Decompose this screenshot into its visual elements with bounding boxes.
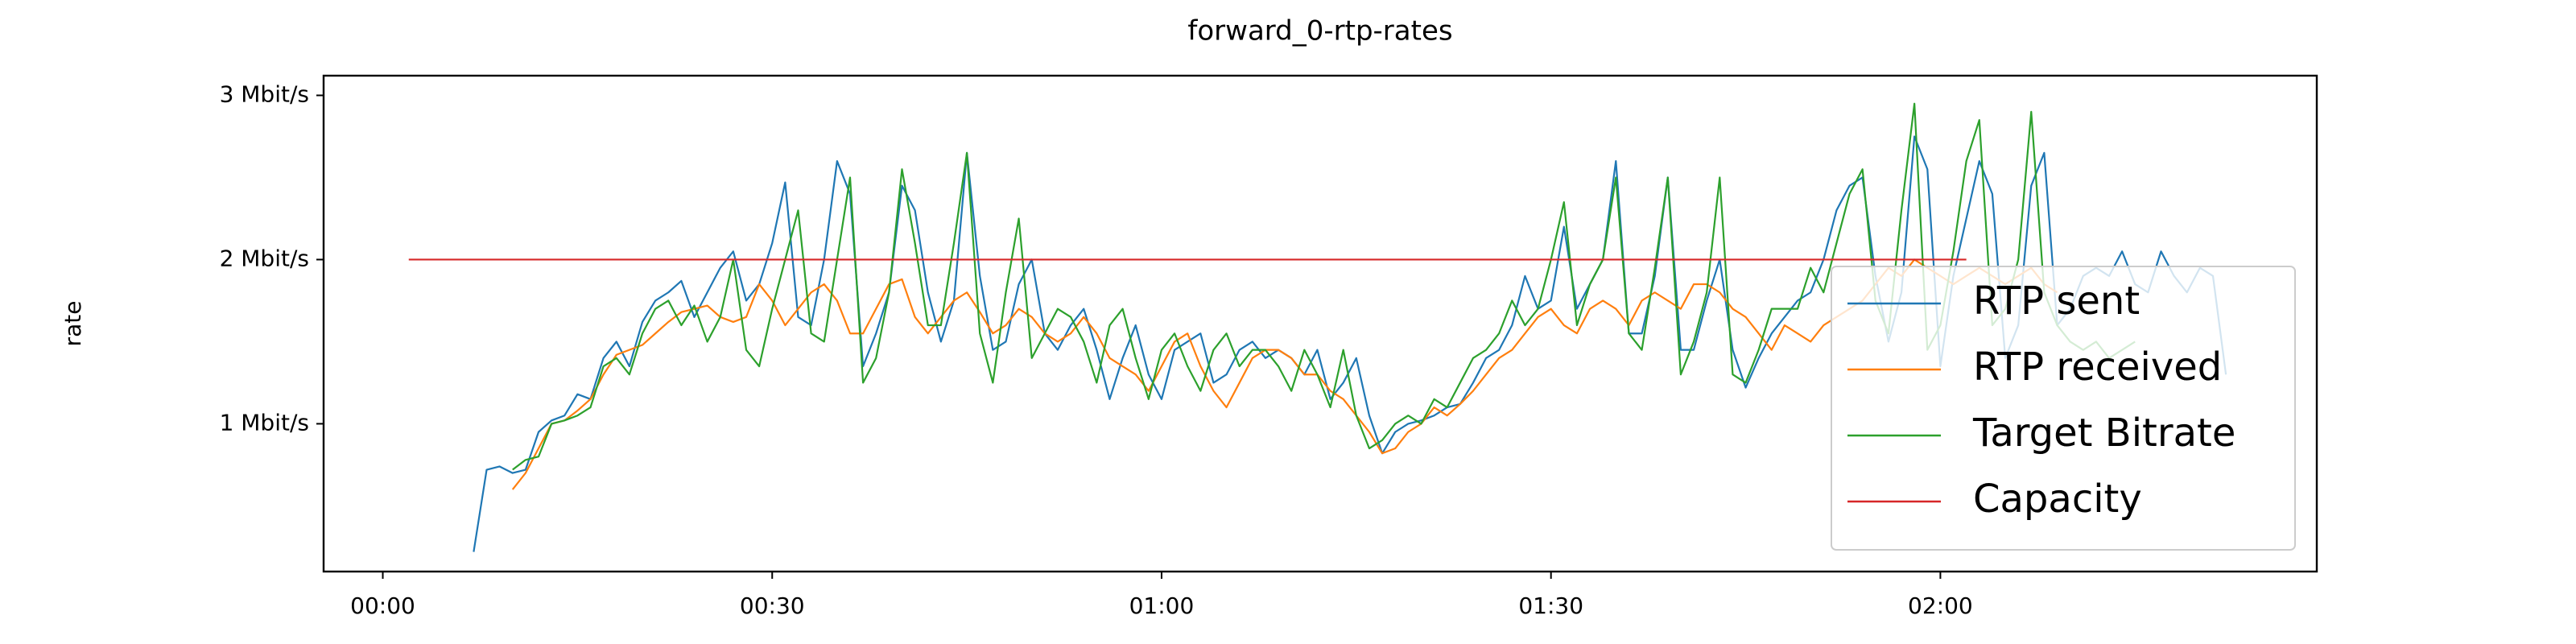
y-tick-label: 3 Mbit/s <box>220 80 309 107</box>
chart-title: forward_0-rtp-rates <box>1187 15 1452 47</box>
x-tick-label: 01:00 <box>1129 592 1195 619</box>
legend-label: Target Bitrate <box>1972 411 2235 456</box>
legend-label: RTP received <box>1973 345 2222 390</box>
x-tick-label: 00:00 <box>350 592 415 619</box>
x-tick-label: 00:30 <box>740 592 805 619</box>
x-tick-label: 02:00 <box>1908 592 1973 619</box>
legend-label: RTP sent <box>1973 279 2140 324</box>
y-axis-label: rate <box>60 301 86 347</box>
series-line <box>512 102 2136 471</box>
plot-frame <box>322 74 2318 573</box>
y-tick-label: 2 Mbit/s <box>220 245 309 271</box>
y-tick-label: 1 Mbit/s <box>220 409 309 436</box>
legend-label: Capacity <box>1973 477 2142 522</box>
x-tick-label: 01:30 <box>1518 592 1583 619</box>
legend-box <box>1831 266 2296 551</box>
series-line <box>511 258 2058 490</box>
